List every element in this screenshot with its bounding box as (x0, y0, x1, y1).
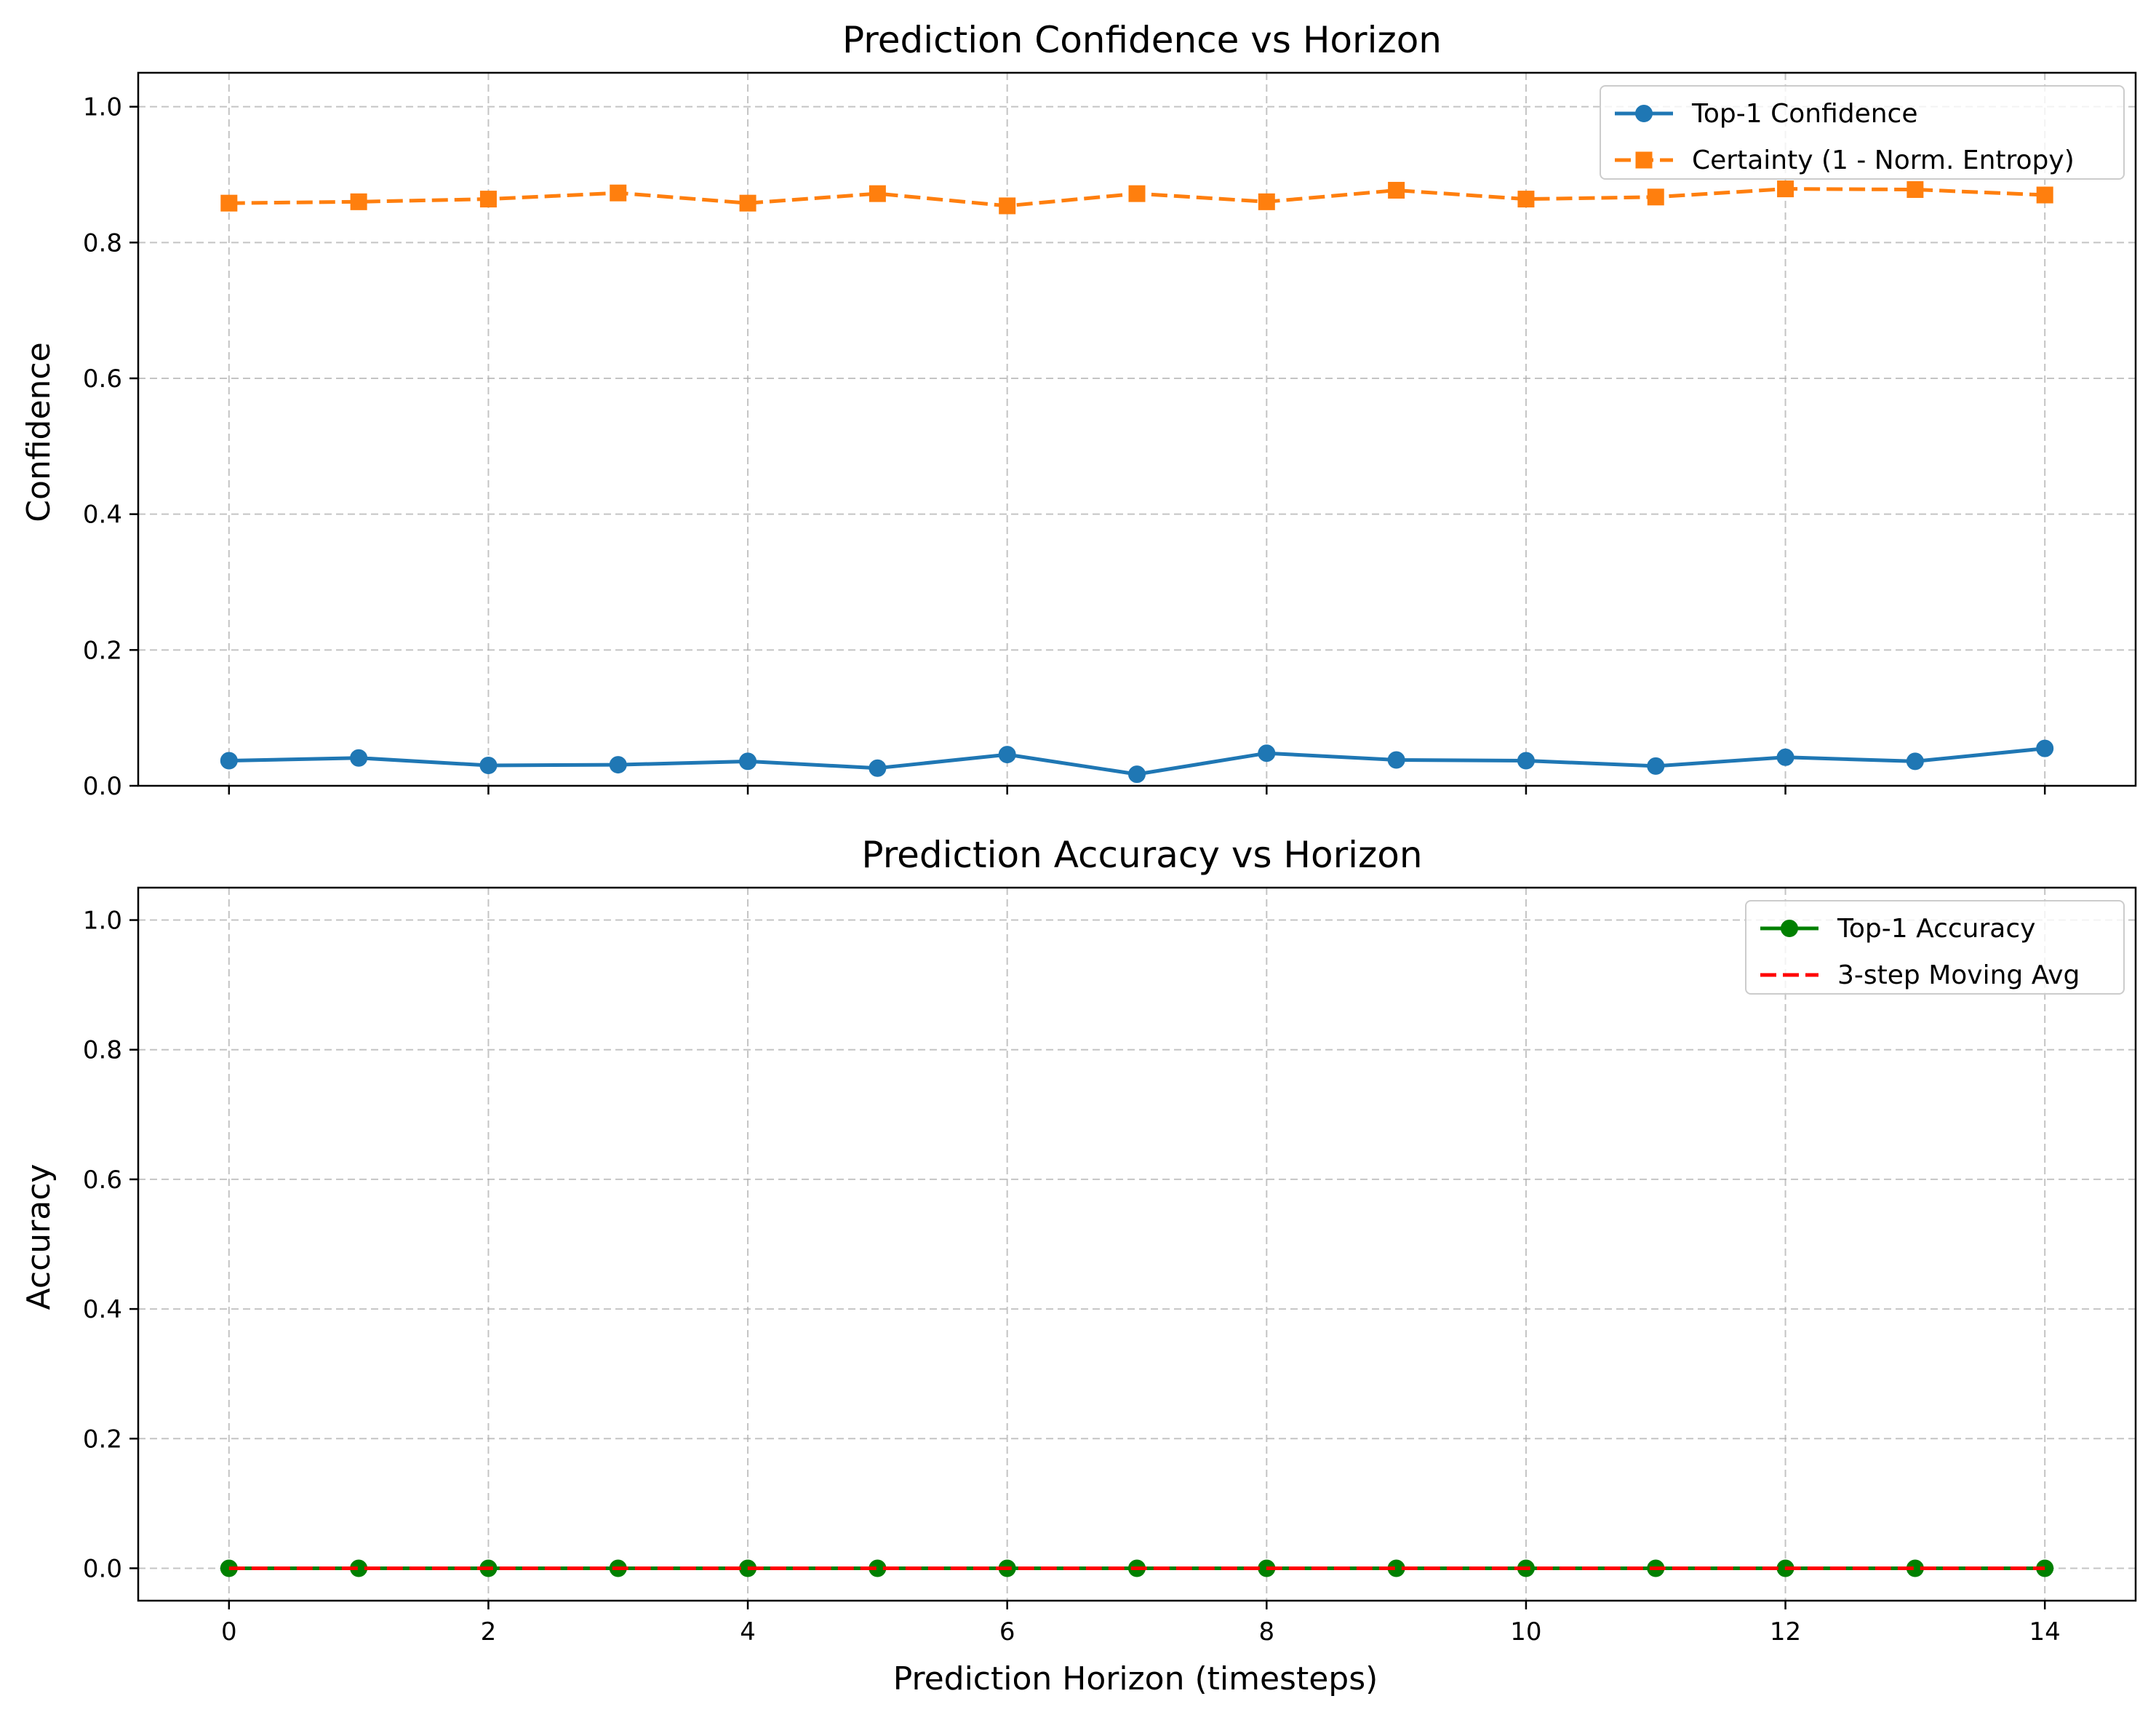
confidence-data-point (998, 746, 1016, 764)
confidence-data-point (1388, 181, 1405, 199)
accuracy-chart-title: Prediction Accuracy vs Horizon (861, 834, 1422, 876)
y-tick-label: 0.8 (83, 1036, 122, 1065)
x-tick-label: 8 (1258, 1617, 1274, 1647)
confidence-data-point (1647, 188, 1664, 206)
y-tick-label: 1.0 (83, 93, 122, 122)
y-tick-label: 0.2 (83, 636, 122, 665)
confidence-data-point (1258, 744, 1276, 763)
y-tick-label: 0.4 (83, 1295, 122, 1324)
accuracy-plot-frame (137, 886, 2137, 1602)
y-tick-label: 0.6 (83, 1166, 122, 1195)
confidence-data-point (1647, 757, 1665, 775)
confidence-y-axis-label: Confidence (20, 342, 57, 522)
x-tick-label: 12 (1770, 1617, 1801, 1647)
x-tick-label: 4 (740, 1617, 756, 1647)
accuracy-series-group (220, 1559, 2054, 1577)
confidence-data-point (1777, 180, 1794, 198)
confidence-chart-title: Prediction Confidence vs Horizon (842, 19, 1442, 61)
confidence-data-point (1128, 765, 1146, 784)
legend-marker (1781, 920, 1798, 937)
y-tick-label: 0.6 (83, 365, 122, 394)
confidence-data-point (350, 749, 368, 767)
confidence-data-point (739, 752, 757, 771)
confidence-data-point (739, 194, 756, 212)
confidence-data-point (869, 759, 887, 777)
confidence-data-point (1517, 191, 1535, 208)
confidence-data-point (999, 197, 1016, 215)
confidence-data-point (1128, 185, 1146, 202)
confidence-data-point (1907, 181, 1924, 199)
confidence-data-point (479, 191, 497, 208)
x-tick-label: 0 (221, 1617, 237, 1647)
confidence-data-point (479, 757, 498, 774)
legend-label: 3-step Moving Avg (1837, 960, 2080, 990)
accuracy-y-axis-label: Accuracy (20, 1164, 57, 1310)
x-tick-label: 14 (2029, 1617, 2061, 1647)
legend-box (1745, 900, 2125, 995)
y-tick-label: 0.2 (83, 1425, 122, 1454)
legend-box (1600, 85, 2125, 180)
accuracy-ticks: 0 2 4 6 8 10 12 14 0.0 0.2 0.4 0.6 0.8 1.0 (83, 907, 2061, 1647)
accuracy-legend: Top-1 Accuracy 3-step Moving Avg (1745, 900, 2125, 995)
legend-marker (1635, 151, 1653, 169)
confidence-ticks: 0.0 0.2 0.4 0.6 0.8 1.0 (83, 93, 2046, 801)
confidence-panel: Prediction Confidence vs Horizon Confide… (20, 19, 2137, 801)
confidence-legend: Top-1 Confidence Certainty (1 - Norm. Ent… (1600, 85, 2125, 180)
confidence-plot-frame (137, 71, 2137, 787)
confidence-data-point (2036, 739, 2054, 757)
confidence-data-point (1258, 193, 1275, 210)
x-axis-label: Prediction Horizon (timesteps) (893, 1660, 1378, 1697)
y-tick-label: 0.0 (83, 772, 122, 801)
confidence-data-point (869, 185, 886, 202)
x-tick-label: 2 (481, 1617, 497, 1647)
confidence-data-point (220, 752, 238, 770)
confidence-data-point (220, 194, 238, 212)
legend-label: Top-1 Accuracy (1837, 914, 2035, 944)
y-tick-label: 0.4 (83, 501, 122, 530)
legend-marker (1635, 105, 1653, 122)
legend-label: Top-1 Confidence (1691, 99, 1918, 129)
confidence-data-point (1906, 752, 1924, 771)
confidence-data-point (1517, 752, 1535, 770)
confidence-data-point (609, 756, 627, 774)
y-tick-label: 1.0 (83, 907, 122, 936)
y-tick-label: 0.0 (83, 1554, 122, 1583)
legend-label: Certainty (1 - Norm. Entropy) (1692, 146, 2075, 175)
confidence-series-group (220, 180, 2054, 784)
confidence-data-point (610, 184, 627, 202)
y-tick-label: 0.8 (83, 228, 122, 258)
x-tick-label: 10 (1510, 1617, 1541, 1647)
confidence-data-point (1387, 751, 1405, 769)
confidence-data-point (350, 193, 367, 210)
accuracy-panel: Prediction Accuracy vs Horizon Accuracy … (20, 834, 2137, 1697)
x-tick-label: 6 (999, 1617, 1015, 1647)
confidence-data-point (2036, 186, 2053, 204)
confidence-data-point (1776, 748, 1794, 766)
